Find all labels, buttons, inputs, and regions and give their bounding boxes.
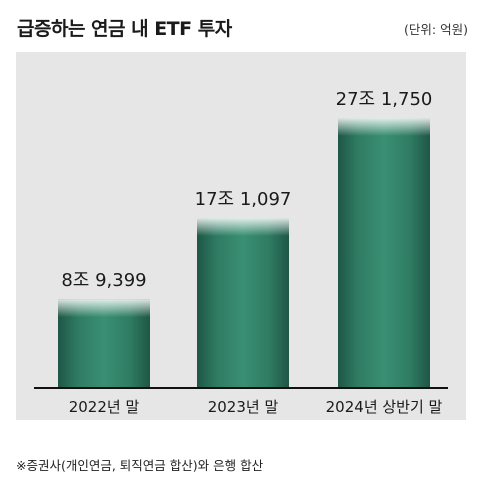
bar-highlight-2: [197, 218, 289, 237]
chart-title: 급증하는 연금 내 ETF 투자: [17, 18, 232, 40]
unit-label: (단위: 억원): [404, 22, 468, 37]
bar-2: [197, 218, 289, 388]
category-label-2: 2023년 말: [208, 398, 279, 416]
category-label-3: 2024년 상반기 말: [326, 398, 443, 416]
data-label-3: 27조 1,750: [336, 89, 433, 110]
data-label-1: 8조 9,399: [61, 270, 146, 291]
data-label-2: 17조 1,097: [195, 189, 292, 210]
category-label-1: 2022년 말: [69, 398, 140, 416]
bar-3: [338, 118, 430, 388]
footnote: ※증권사(개인연금, 퇴직연금 합산)와 은행 합산: [16, 458, 264, 473]
bar-highlight-1: [58, 299, 150, 318]
bar-highlight-3: [338, 118, 430, 136]
